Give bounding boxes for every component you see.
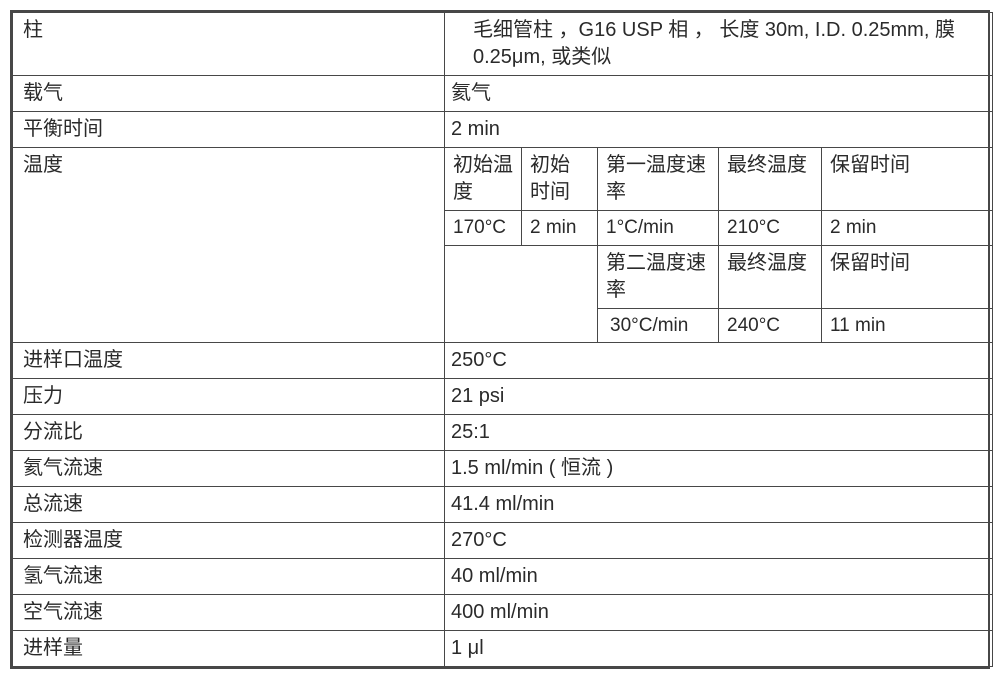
value-equilibration: 2 min [445, 112, 993, 148]
th-initial-temp: 初始温度 [445, 148, 522, 211]
row-h2-flow: 氢气流速 40 ml/min [13, 559, 993, 595]
th-hold2: 保留时间 [822, 245, 993, 308]
label-column: 柱 [13, 13, 445, 76]
th-final-temp1: 最终温度 [719, 148, 822, 211]
tv-initial-temp: 170°C [445, 211, 522, 246]
value-inlet-temp: 250°C [445, 343, 993, 379]
tv-hold1: 2 min [822, 211, 993, 246]
tv-rate1: 1°C/min [598, 211, 719, 246]
row-total-flow: 总流速 41.4 ml/min [13, 487, 993, 523]
value-total-flow: 41.4 ml/min [445, 487, 993, 523]
label-total-flow: 总流速 [13, 487, 445, 523]
value-split-ratio: 25:1 [445, 415, 993, 451]
label-detector-temp: 检测器温度 [13, 523, 445, 559]
row-air-flow: 空气流速 400 ml/min [13, 595, 993, 631]
value-air-flow: 400 ml/min [445, 595, 993, 631]
label-he-flow: 氦气流速 [13, 451, 445, 487]
row-inlet-temp: 进样口温度 250°C [13, 343, 993, 379]
tv-rate2: 30°C/min [598, 308, 719, 343]
row-detector-temp: 检测器温度 270°C [13, 523, 993, 559]
label-inj-volume: 进样量 [13, 631, 445, 667]
label-split-ratio: 分流比 [13, 415, 445, 451]
value-detector-temp: 270°C [445, 523, 993, 559]
label-equilibration: 平衡时间 [13, 112, 445, 148]
label-temperature: 温度 [13, 148, 445, 343]
value-h2-flow: 40 ml/min [445, 559, 993, 595]
row-pressure: 压力 21 psi [13, 379, 993, 415]
th-initial-time: 初始时间 [522, 148, 598, 211]
tv-initial-time: 2 min [522, 211, 598, 246]
label-carrier-gas: 载气 [13, 76, 445, 112]
th-rate2: 第二温度速率 [598, 245, 719, 308]
row-carrier-gas: 载气 氦气 [13, 76, 993, 112]
row-split-ratio: 分流比 25:1 [13, 415, 993, 451]
value-column: 毛细管柱 ，G16 USP 相 ， 长度 30m, I.D. 0.25mm, 膜… [445, 13, 993, 76]
row-he-flow: 氦气流速 1.5 ml/min ( 恒流 ) [13, 451, 993, 487]
value-pressure: 21 psi [445, 379, 993, 415]
label-h2-flow: 氢气流速 [13, 559, 445, 595]
tv-hold2: 11 min [822, 308, 993, 343]
value-he-flow: 1.5 ml/min ( 恒流 ) [445, 451, 993, 487]
row-temp-headers1: 温度 初始温度 初始时间 第一温度速率 最终温度 保留时间 [13, 148, 993, 211]
temp-blank-span [445, 245, 598, 343]
th-final-temp2: 最终温度 [719, 245, 822, 308]
tv-final-temp1: 210°C [719, 211, 822, 246]
row-equilibration: 平衡时间 2 min [13, 112, 993, 148]
label-air-flow: 空气流速 [13, 595, 445, 631]
row-inj-volume: 进样量 1 μl [13, 631, 993, 667]
label-pressure: 压力 [13, 379, 445, 415]
th-hold1: 保留时间 [822, 148, 993, 211]
tv-final-temp2: 240°C [719, 308, 822, 343]
label-inlet-temp: 进样口温度 [13, 343, 445, 379]
parameters-table: 柱 毛细管柱 ，G16 USP 相 ， 长度 30m, I.D. 0.25mm,… [12, 12, 993, 667]
value-carrier-gas: 氦气 [445, 76, 993, 112]
value-inj-volume: 1 μl [445, 631, 993, 667]
parameters-table-container: 柱 毛细管柱 ，G16 USP 相 ， 长度 30m, I.D. 0.25mm,… [10, 10, 990, 669]
th-rate1: 第一温度速率 [598, 148, 719, 211]
row-column: 柱 毛细管柱 ，G16 USP 相 ， 长度 30m, I.D. 0.25mm,… [13, 13, 993, 76]
